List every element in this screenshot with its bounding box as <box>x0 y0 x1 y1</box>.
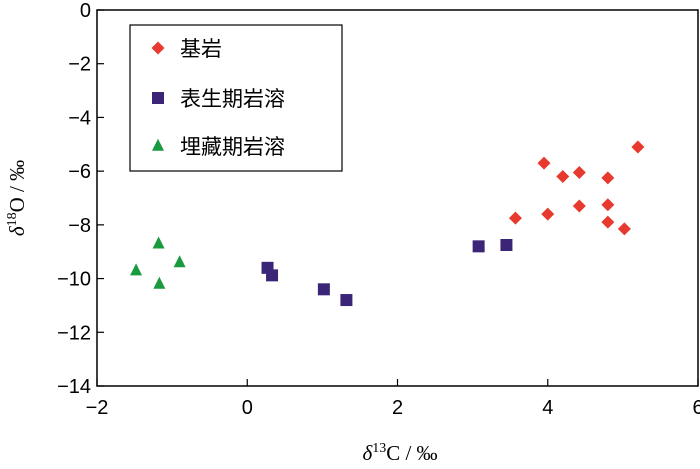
y-tick-label: −12 <box>57 322 91 344</box>
diamond-point <box>556 170 570 184</box>
diamond-point <box>537 156 551 170</box>
square-point <box>472 240 485 253</box>
y-axis: 0 −2 −4 −6 −8 −10 −12 −14 <box>57 0 104 398</box>
x-tick-label: 0 <box>242 397 253 419</box>
y-tick-label: −14 <box>57 376 91 398</box>
x-tick-label: 2 <box>392 397 403 419</box>
diamond-point <box>617 222 631 236</box>
diamond-point <box>601 215 615 229</box>
triangle-point <box>153 276 166 289</box>
legend-label: 表生期岩溶 <box>180 87 285 111</box>
y-tick-label: −4 <box>68 107 91 129</box>
x-tick-label: 6 <box>692 397 700 419</box>
square-point <box>340 294 353 307</box>
y-tick-label: −8 <box>68 215 91 237</box>
legend-label: 埋藏期岩溶 <box>180 135 285 159</box>
y-tick-label: −2 <box>68 54 91 76</box>
square-point <box>500 239 513 251</box>
x-axis: −2 0 2 4 6 <box>86 379 700 419</box>
x-tick-label: 4 <box>542 397 553 419</box>
y-tick-label: 0 <box>80 0 91 22</box>
diamond-point <box>601 171 615 185</box>
legend-triangle-icon <box>152 138 164 151</box>
legend-diamond-icon <box>151 41 165 55</box>
square-point <box>317 283 330 296</box>
triangle-point <box>130 263 143 276</box>
diamond-point <box>601 198 615 212</box>
triangle-point <box>152 236 165 249</box>
diamond-point <box>631 140 645 154</box>
triangle-point <box>173 255 186 268</box>
y-tick-label: −6 <box>68 161 91 183</box>
x-tick-label: −2 <box>86 397 109 419</box>
square-point <box>266 269 279 282</box>
diamond-point <box>541 207 555 221</box>
legend-square-icon <box>152 92 164 104</box>
y-axis-title: δ18O / ‰ <box>5 160 29 236</box>
data-points <box>130 140 645 307</box>
diamond-point <box>572 199 586 213</box>
diamond-point <box>508 211 522 225</box>
diamond-point <box>572 165 586 179</box>
legend-box <box>129 24 343 172</box>
x-axis-title: δ13C / ‰ <box>362 441 437 465</box>
legend-label: 基岩 <box>180 37 222 61</box>
y-tick-label: −10 <box>57 269 91 291</box>
